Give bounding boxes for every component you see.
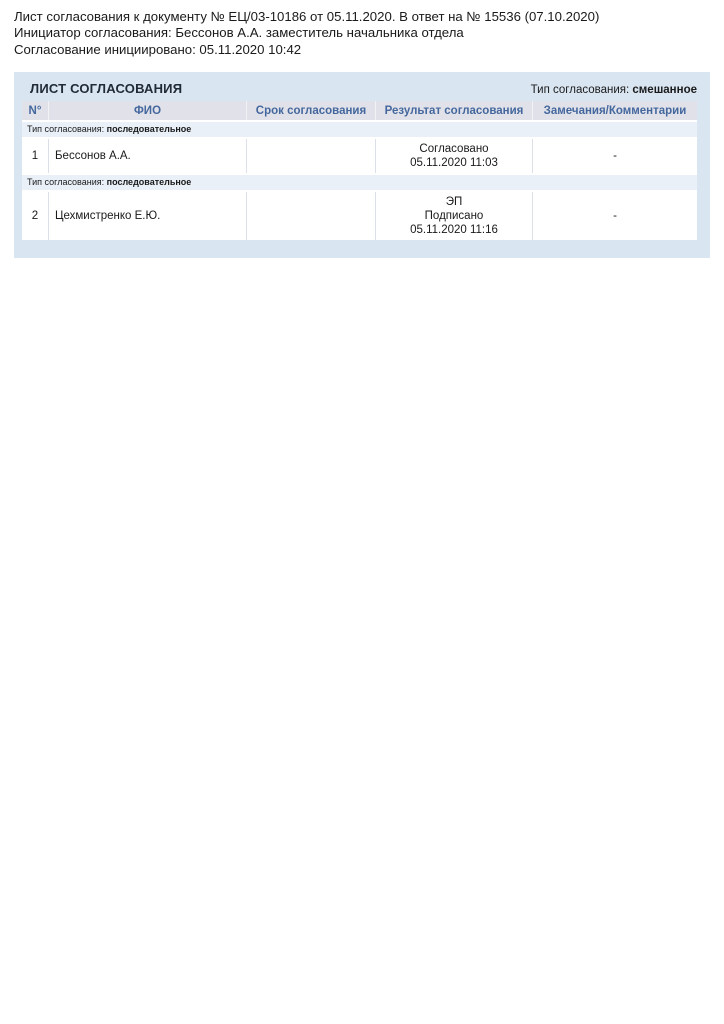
- col-header-result: Результат согласования: [375, 101, 532, 121]
- cell-result: Согласовано 05.11.2020 11:03: [375, 139, 532, 174]
- cell-comments: -: [532, 192, 697, 241]
- approval-type: Тип согласования: смешанное: [531, 84, 697, 96]
- doc-header-line-subject: Лист согласования к документу № ЕЦ/03-10…: [14, 9, 600, 24]
- table-row: 2 Цехмистренко Е.Ю. ЭП Подписано 05.11.2…: [22, 192, 697, 241]
- col-header-name: ФИО: [48, 101, 246, 121]
- cell-name: Бессонов А.А.: [48, 139, 246, 174]
- group-band-label: Тип согласования:: [27, 177, 105, 188]
- doc-header-line-initiated: Согласование инициировано: 05.11.2020 10…: [14, 41, 302, 57]
- approval-type-label: Тип согласования:: [530, 84, 630, 97]
- group-band-text: Тип согласования: последовательное: [22, 173, 697, 193]
- approval-table: N° ФИО Срок согласования Результат согла…: [22, 101, 697, 241]
- sheet-title-row: ЛИСТ СОГЛАСОВАНИЯ Тип согласования: смеш…: [22, 79, 697, 101]
- doc-header-line-initiator: Инициатор согласования: Бессонов А.А. за…: [14, 25, 464, 41]
- cell-comments: -: [532, 139, 697, 174]
- table-header-row: N° ФИО Срок согласования Результат согла…: [22, 101, 697, 121]
- cell-deadline: [246, 192, 375, 241]
- sheet-title: ЛИСТ СОГЛАСОВАНИЯ: [30, 81, 183, 97]
- cell-number: 2: [22, 192, 48, 241]
- group-band-label: Тип согласования:: [27, 124, 105, 135]
- approval-sheet-panel: ЛИСТ СОГЛАСОВАНИЯ Тип согласования: смеш…: [14, 72, 710, 259]
- group-band: Тип согласования: последовательное: [22, 120, 697, 140]
- col-header-number: N°: [22, 101, 48, 121]
- group-band-value: последовательное: [106, 177, 192, 188]
- group-band-value: последовательное: [106, 124, 192, 135]
- cell-result: ЭП Подписано 05.11.2020 11:16: [375, 192, 532, 241]
- cell-number: 1: [22, 139, 48, 174]
- group-band-text: Тип согласования: последовательное: [22, 120, 697, 140]
- col-header-deadline: Срок согласования: [246, 101, 375, 121]
- cell-name: Цехмистренко Е.Ю.: [48, 192, 246, 241]
- table-row: 1 Бессонов А.А. Согласовано 05.11.2020 1…: [22, 139, 697, 174]
- cell-deadline: [246, 139, 375, 174]
- col-header-comments: Замечания/Комментарии: [532, 101, 697, 121]
- group-band: Тип согласования: последовательное: [22, 173, 697, 193]
- approval-type-value: смешанное: [632, 84, 697, 97]
- document-header: Лист согласования к документу № ЕЦ/03-10…: [0, 0, 724, 58]
